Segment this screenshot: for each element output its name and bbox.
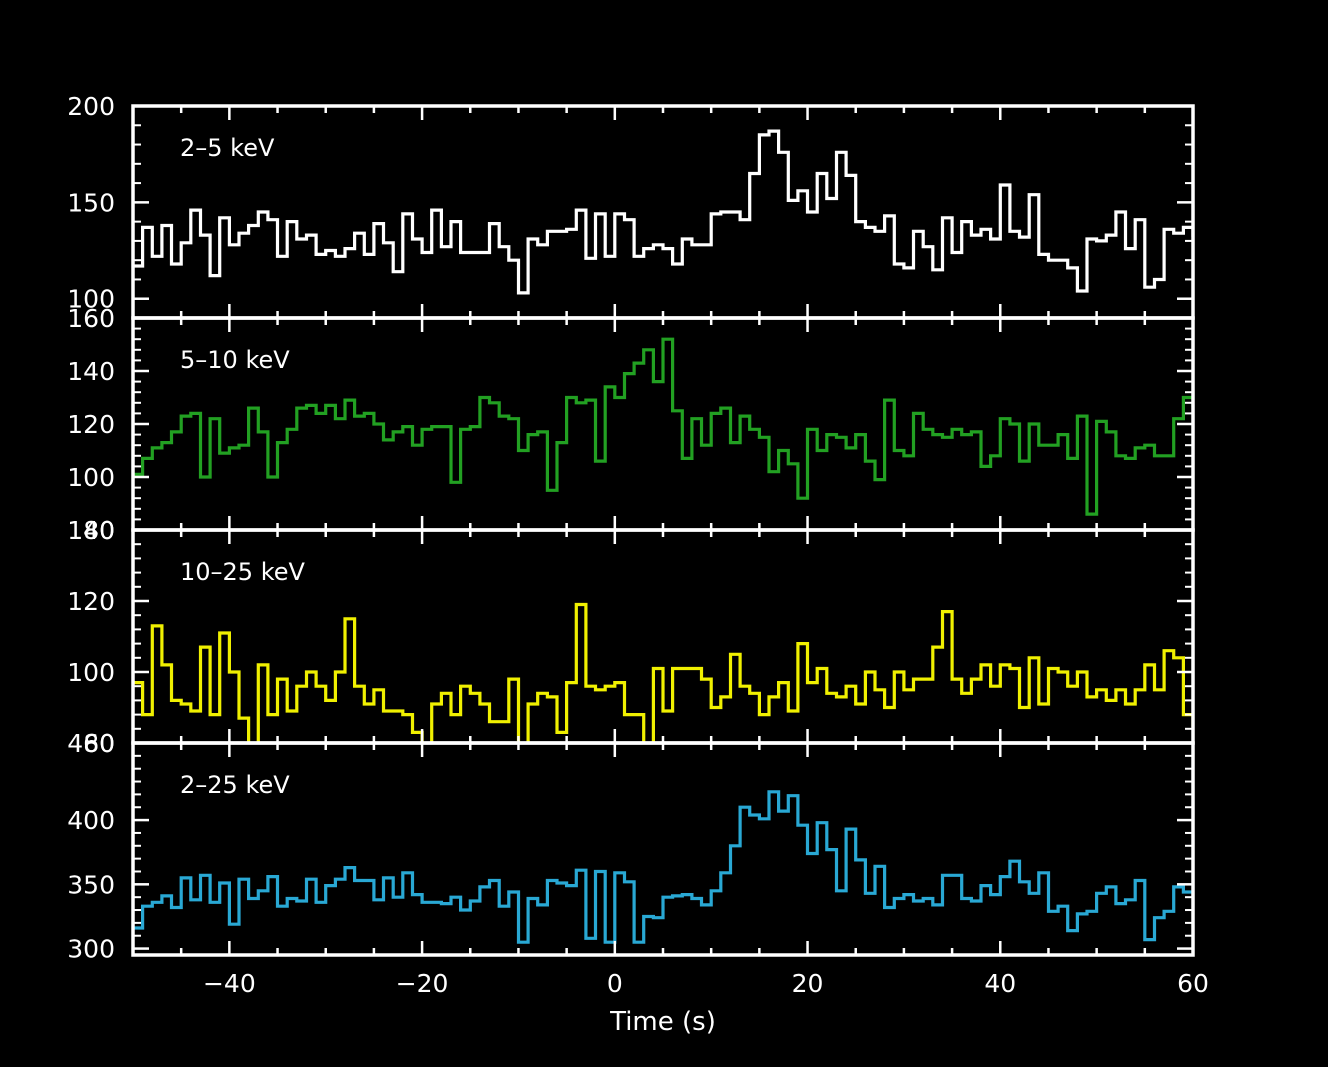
y-tick-label: 120: [67, 410, 115, 439]
y-tick-label: 150: [67, 188, 115, 217]
light-curve-2: [133, 337, 1193, 516]
y-tick-label: 400: [67, 806, 115, 835]
x-axis: −40 −20 0 20 40 60: [203, 969, 1209, 998]
light-curve-1: [133, 129, 1193, 295]
panel-4: 300 350 400 460 2–25 keV: [67, 729, 1195, 964]
panel-3: 80 100 120 140 10–25 keV: [67, 516, 1195, 758]
panel-2: 80 100 120 140 160 5–10 keV: [67, 304, 1195, 545]
panel-frame: [131, 104, 1195, 320]
panel-label: 2–25 keV: [180, 771, 290, 799]
panel-label: 2–5 keV: [180, 134, 275, 162]
y-tick-label: 200: [67, 92, 115, 121]
y-tick-label: 160: [67, 304, 115, 333]
y-tick-label: 120: [67, 587, 115, 616]
panel-label: 10–25 keV: [180, 558, 306, 586]
y-tick-label: 140: [67, 516, 115, 545]
y-tick-label: 80: [83, 516, 115, 545]
y-tick-label: 300: [67, 935, 115, 964]
y-tick-label: 100: [67, 463, 115, 492]
light-curve-4: [133, 790, 1193, 944]
x-tick-label: 40: [984, 969, 1016, 998]
y-tick-label: 140: [67, 357, 115, 386]
y-tick-label: 100: [67, 658, 115, 687]
y-tick-label: 460: [67, 729, 115, 758]
x-tick-label: 20: [792, 969, 824, 998]
y-tick-label: 80: [83, 729, 115, 758]
panel-frame: [131, 741, 1195, 957]
y-tick-label: 350: [67, 870, 115, 899]
panel-label: 5–10 keV: [180, 346, 290, 374]
light-curve-3: [133, 602, 1193, 743]
x-tick-label: −20: [396, 969, 449, 998]
x-tick-label: 0: [607, 969, 623, 998]
x-tick-label: −40: [203, 969, 256, 998]
x-tick-label: 60: [1177, 969, 1209, 998]
x-axis-label: Time (s): [609, 1007, 716, 1037]
y-tick-label: 100: [67, 285, 115, 314]
panel-1: 100 150 200 2–5 keV: [67, 92, 1195, 320]
